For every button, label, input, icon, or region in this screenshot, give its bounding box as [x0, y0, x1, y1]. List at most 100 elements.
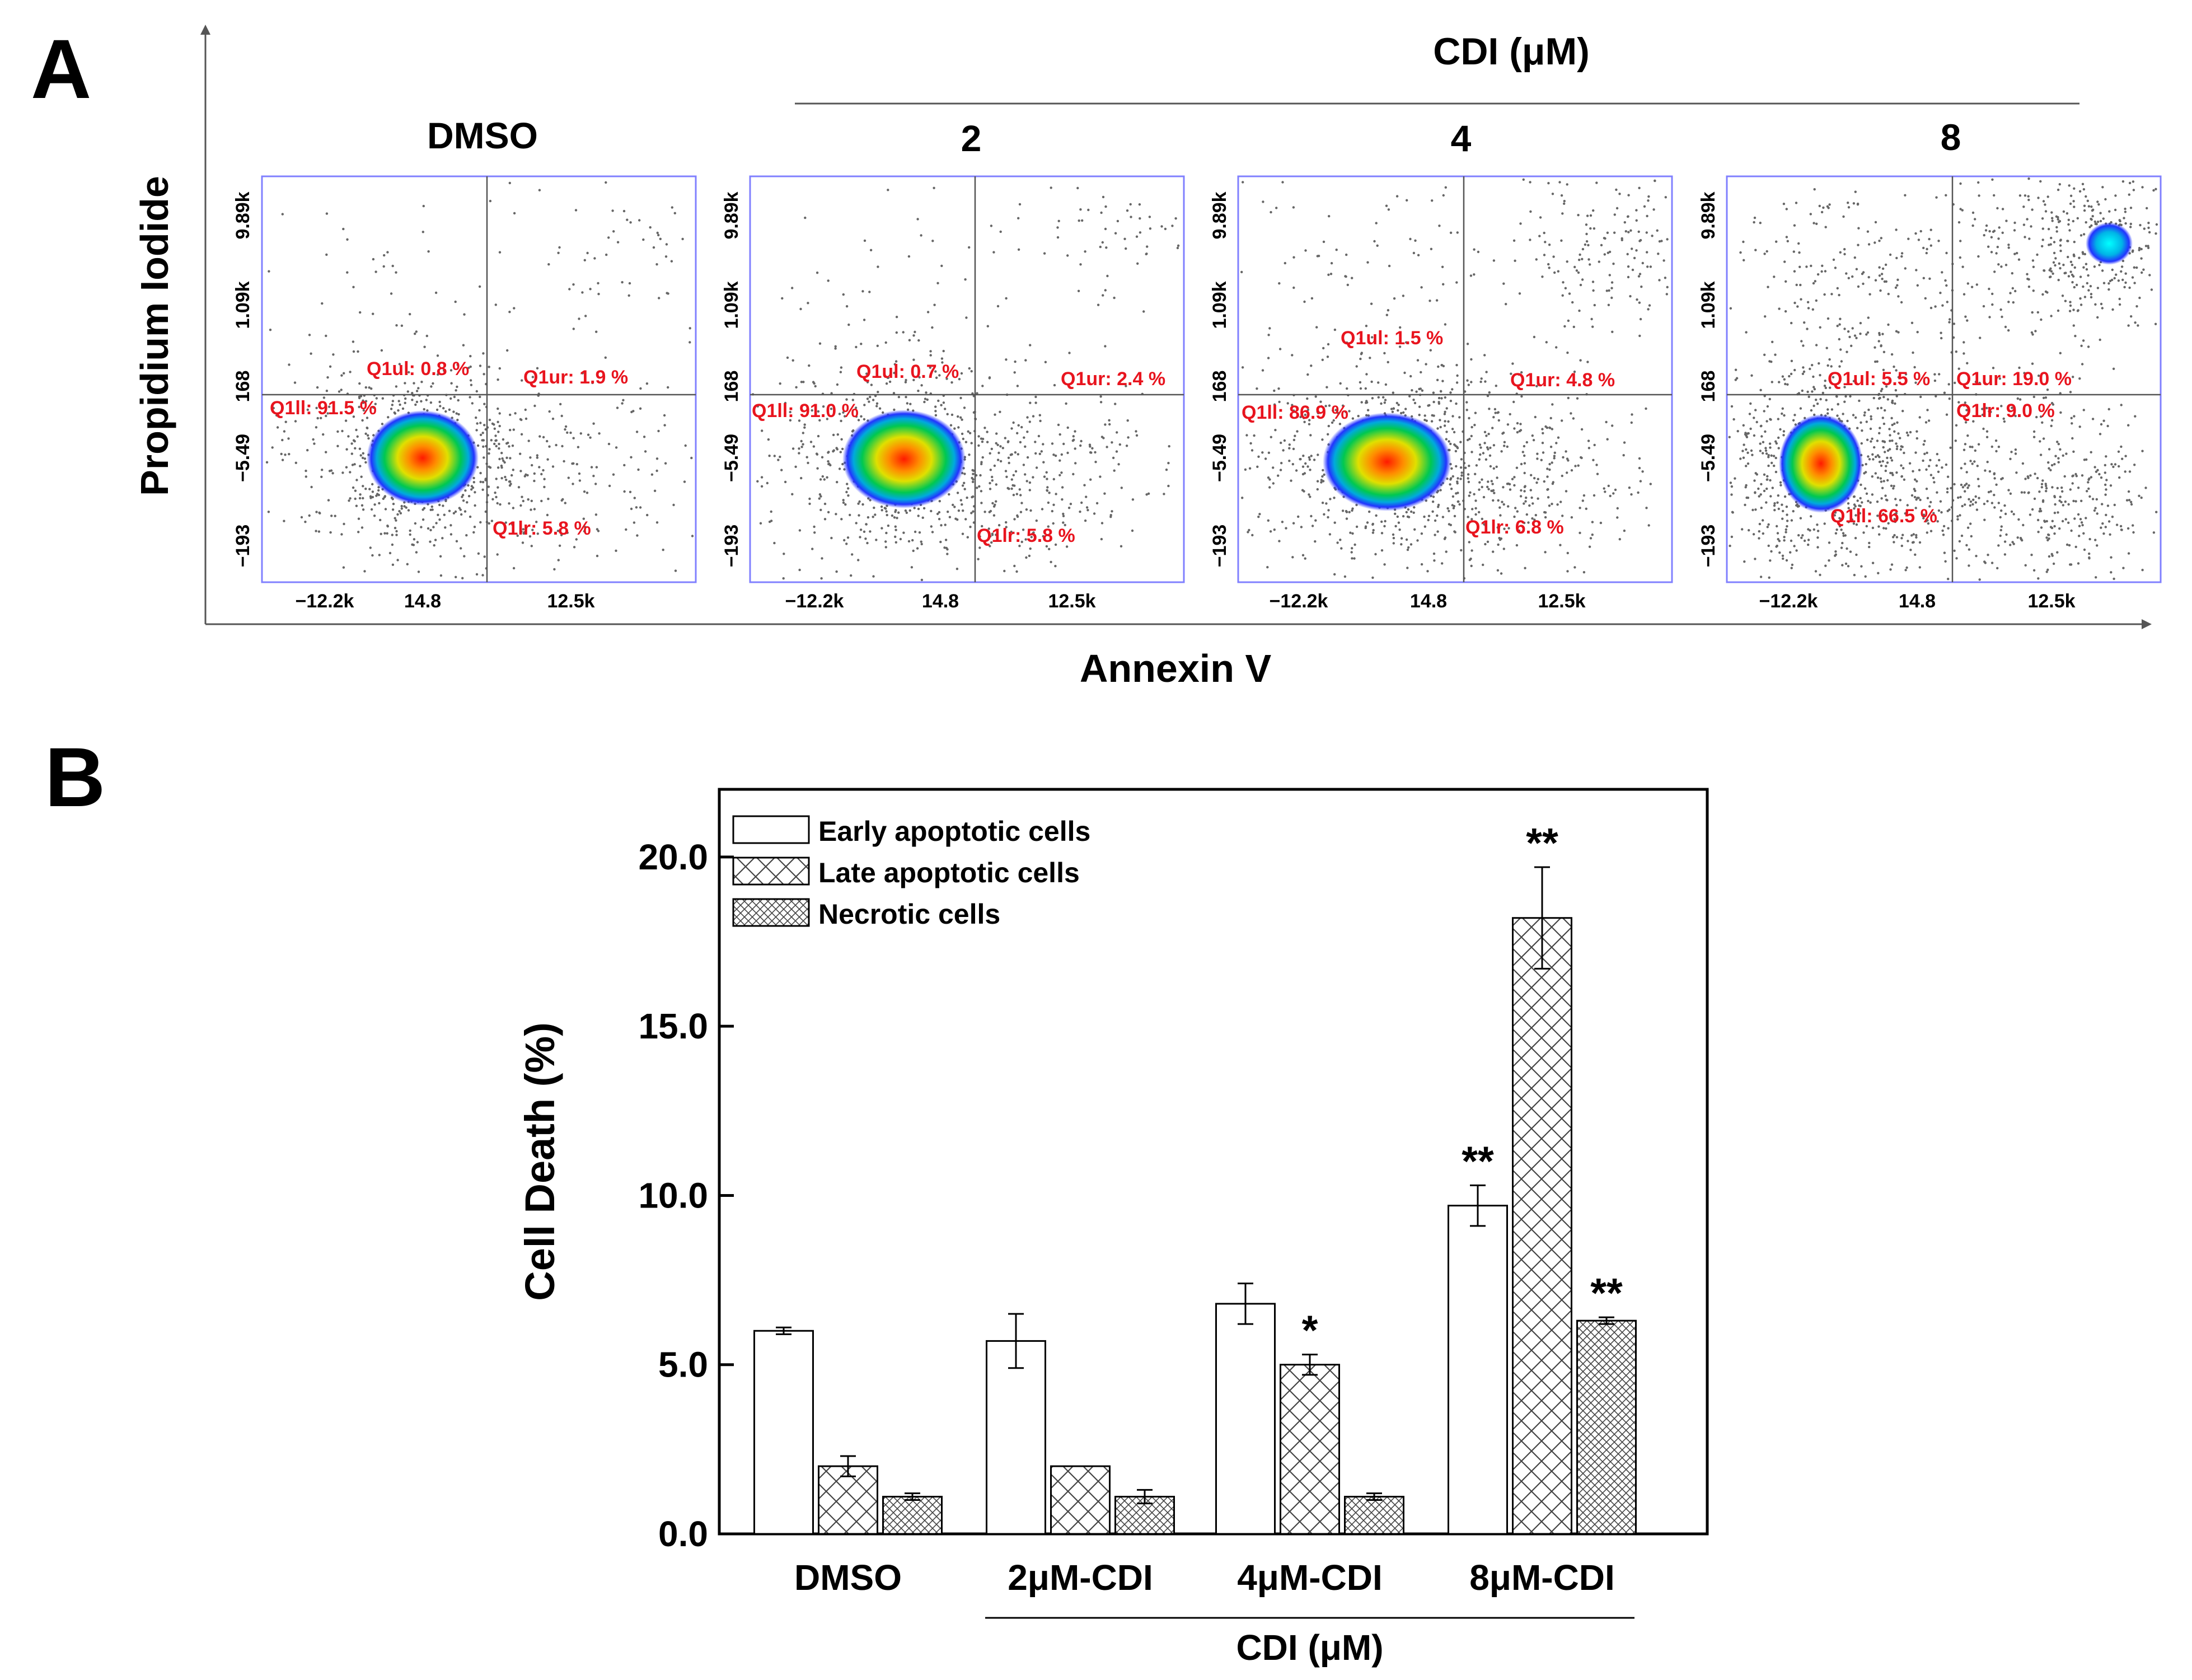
- event-dot: [1551, 428, 1554, 430]
- event-dot: [1728, 436, 1731, 438]
- event-dot: [325, 334, 327, 338]
- event-dot: [1248, 467, 1252, 470]
- event-dot: [495, 478, 498, 480]
- event-dot: [455, 575, 457, 579]
- event-dot: [1407, 516, 1411, 518]
- event-dot: [1960, 534, 1964, 537]
- event-dot: [934, 405, 937, 408]
- event-dot: [1778, 551, 1781, 554]
- event-dot: [395, 530, 398, 533]
- event-dot: [2052, 403, 2055, 406]
- event-dot: [2014, 452, 2017, 455]
- event-dot: [2017, 518, 2020, 521]
- event-dot: [2040, 318, 2043, 321]
- event-dot: [821, 557, 823, 560]
- event-dot: [1770, 454, 1773, 457]
- event-dot: [981, 440, 984, 443]
- event-dot: [1645, 407, 1647, 410]
- y-tick: −193: [1698, 525, 1719, 568]
- event-dot: [538, 189, 541, 191]
- event-dot: [1047, 501, 1050, 504]
- event-dot: [488, 418, 491, 422]
- event-dot: [1405, 511, 1408, 514]
- event-dot: [1638, 301, 1641, 304]
- event-dot: [958, 378, 961, 381]
- event-dot: [2154, 188, 2157, 190]
- event-dot: [2073, 415, 2076, 418]
- event-dot: [1914, 451, 1917, 454]
- event-dot: [1269, 530, 1272, 533]
- event-dot: [2152, 189, 2155, 192]
- event-dot: [1322, 480, 1325, 483]
- flow-plot-title: 2: [961, 118, 982, 159]
- event-dot: [1099, 395, 1102, 398]
- event-dot: [531, 464, 533, 467]
- event-dot: [868, 400, 870, 403]
- event-dot: [1964, 484, 1966, 487]
- event-dot: [2135, 266, 2138, 269]
- event-dot: [760, 485, 764, 488]
- event-dot: [1406, 567, 1409, 569]
- event-dot: [885, 382, 888, 385]
- event-dot: [1502, 282, 1505, 285]
- event-dot: [1881, 440, 1884, 443]
- event-dot: [798, 447, 800, 450]
- event-dot: [1339, 382, 1342, 385]
- event-dot: [1380, 532, 1384, 535]
- event-dot: [1251, 534, 1254, 537]
- event-dot: [2045, 487, 2048, 490]
- event-dot: [2150, 288, 2153, 291]
- event-dot: [855, 345, 858, 349]
- event-dot: [463, 510, 467, 513]
- event-dot: [1940, 336, 1943, 340]
- event-dot: [1849, 550, 1852, 553]
- event-dot: [1995, 483, 1998, 486]
- event-dot: [1376, 244, 1379, 247]
- event-dot: [415, 400, 419, 404]
- event-dot: [321, 302, 324, 305]
- event-dot: [832, 433, 835, 437]
- event-dot: [2082, 252, 2085, 255]
- event-dot: [479, 480, 482, 483]
- event-dot: [467, 495, 471, 498]
- event-dot: [1824, 226, 1827, 228]
- event-dot: [2044, 396, 2048, 399]
- event-dot: [981, 456, 984, 459]
- event-dot: [1284, 261, 1286, 265]
- event-dot: [1948, 397, 1951, 400]
- event-dot: [615, 549, 617, 552]
- event-dot: [1247, 531, 1249, 534]
- event-dot: [1734, 378, 1737, 381]
- event-dot: [391, 534, 394, 536]
- legend-label-late: Late apoptotic cells: [818, 857, 1080, 888]
- bar-late: [818, 1465, 878, 1535]
- event-dot: [1482, 563, 1484, 567]
- event-dot: [960, 372, 963, 375]
- event-dot: [2051, 486, 2054, 489]
- event-dot: [1065, 545, 1069, 548]
- event-dot: [1553, 455, 1556, 457]
- event-dot: [2003, 540, 2007, 543]
- event-dot: [1627, 194, 1630, 196]
- event-dot: [2066, 240, 2069, 242]
- event-dot: [1317, 411, 1320, 415]
- event-dot: [1460, 549, 1463, 552]
- event-dot: [343, 372, 345, 375]
- event-dot: [574, 209, 578, 212]
- event-dot: [1777, 507, 1780, 511]
- event-dot: [2068, 229, 2071, 232]
- event-dot: [1891, 472, 1894, 475]
- event-dot: [920, 540, 922, 543]
- event-dot: [1627, 265, 1630, 268]
- event-dot: [399, 403, 401, 406]
- event-dot: [1840, 546, 1843, 549]
- event-dot: [976, 392, 978, 395]
- event-dot: [2010, 510, 2013, 513]
- event-dot: [1068, 352, 1071, 354]
- event-dot: [510, 474, 513, 477]
- event-dot: [2110, 463, 2113, 466]
- event-dot: [1387, 309, 1390, 312]
- event-dot: [330, 469, 333, 472]
- event-dot: [1118, 443, 1122, 446]
- event-dot: [1500, 572, 1503, 575]
